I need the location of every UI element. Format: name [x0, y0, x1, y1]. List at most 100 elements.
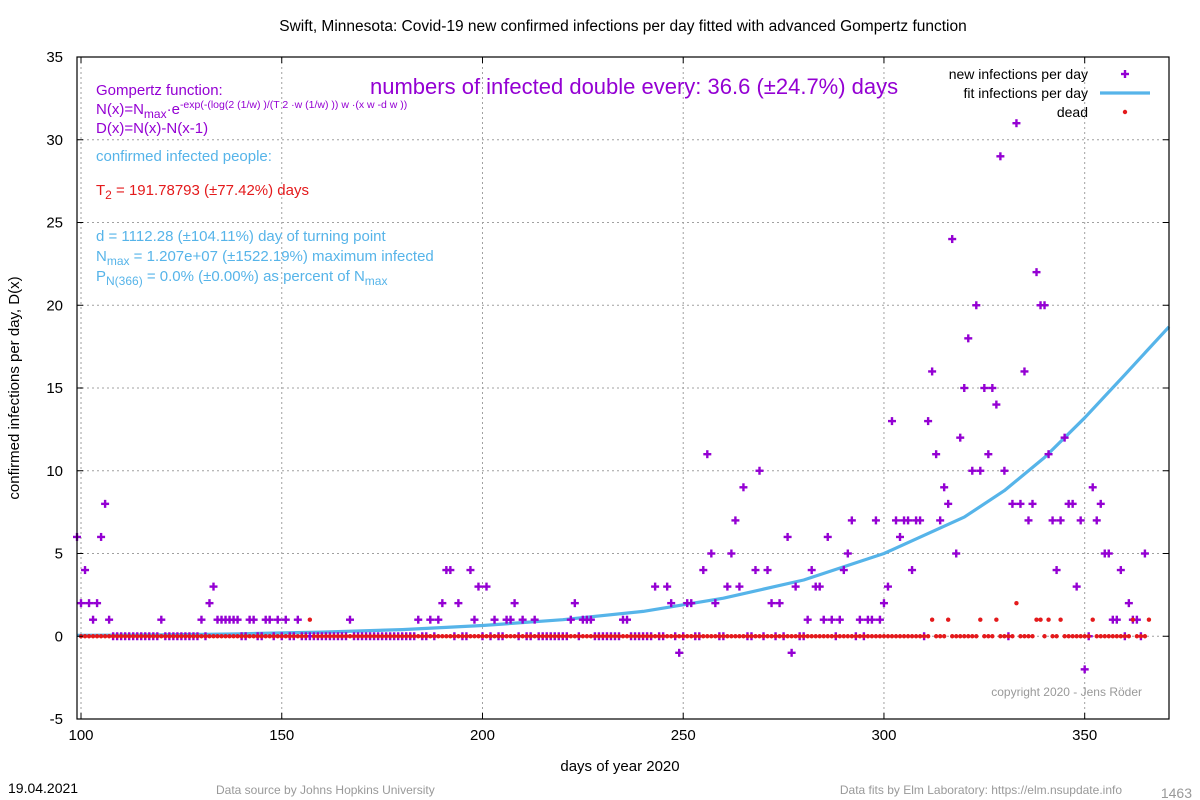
- y-tick-label: 10: [46, 463, 63, 480]
- infection-point: [839, 566, 848, 575]
- dead-point-zero: [986, 634, 991, 639]
- infection-point: [482, 582, 491, 591]
- infection-point: [883, 582, 892, 591]
- infection-point: [739, 483, 748, 492]
- infection-point: [1060, 433, 1069, 442]
- infection-point: [791, 582, 800, 591]
- infection-point: [879, 599, 888, 608]
- dead-point-zero: [1110, 634, 1115, 639]
- infection-point: [1096, 499, 1105, 508]
- infection-point: [960, 384, 969, 392]
- infection-point: [703, 450, 712, 459]
- infection-point: [723, 582, 732, 591]
- infection-point: [952, 549, 961, 558]
- dead-point-zero: [520, 634, 525, 639]
- dead-point-zero: [464, 634, 469, 639]
- dead-point-zero: [512, 634, 517, 639]
- dead-point-zero: [167, 634, 172, 639]
- dead-point-zero: [1086, 634, 1091, 639]
- infection-point: [843, 549, 852, 558]
- infection-point: [896, 532, 905, 541]
- infection-point: [1076, 516, 1085, 525]
- dead-point-zero: [568, 634, 574, 639]
- infection-point: [972, 301, 981, 310]
- dead-point-zero: [135, 634, 140, 639]
- dead-point-zero: [833, 634, 838, 639]
- dead-point-zero: [207, 634, 212, 639]
- dead-point: [1046, 617, 1051, 622]
- dead-point-zero: [399, 634, 405, 639]
- dead-point-zero: [1042, 634, 1047, 639]
- infection-point: [1048, 516, 1057, 525]
- dead-point-zero: [484, 634, 489, 639]
- infection-point: [1040, 301, 1049, 310]
- dead-point-zero: [171, 634, 176, 639]
- dead-point-zero: [432, 634, 437, 639]
- infection-point: [623, 615, 632, 624]
- dead-point-zero: [528, 634, 533, 639]
- dead-point: [929, 617, 935, 622]
- dead-point-zero: [954, 634, 959, 639]
- dead-point: [978, 617, 983, 622]
- dead-point-zero: [652, 634, 658, 639]
- t2-sub: 2: [105, 188, 112, 202]
- dead-point-zero: [303, 634, 309, 639]
- dead-point-zero: [343, 634, 349, 639]
- dead-point-zero: [937, 634, 943, 639]
- infection-point: [1000, 466, 1009, 475]
- dead-point-zero: [974, 634, 979, 639]
- y-tick-label: 25: [46, 215, 63, 232]
- infection-point: [470, 615, 479, 624]
- dead-point-zero: [375, 634, 381, 639]
- dead-point-zero: [291, 634, 296, 639]
- dead-point-zero: [347, 634, 353, 639]
- infection-point: [827, 615, 836, 624]
- infection-point: [293, 615, 302, 624]
- dead-point-zero: [616, 634, 622, 639]
- legend-swatches: [1100, 70, 1150, 115]
- dead-point-zero: [231, 634, 236, 639]
- dead-point-zero: [685, 634, 690, 639]
- infection-point: [1020, 367, 1029, 376]
- dead-point-zero: [765, 634, 770, 639]
- dead-point-zero: [560, 634, 565, 639]
- infection-point: [875, 615, 884, 624]
- nmax-sub: max: [107, 254, 130, 268]
- dead-point-zero: [339, 634, 345, 639]
- infection-point: [1140, 549, 1149, 558]
- dead-point-zero: [624, 634, 630, 639]
- dead-point-zero: [480, 634, 485, 639]
- dead-point-zero: [82, 634, 88, 639]
- dead-point: [994, 617, 999, 622]
- infection-point: [803, 615, 812, 624]
- infection-point: [510, 599, 519, 608]
- dead-point-zero: [1078, 634, 1083, 639]
- infection-point: [506, 615, 515, 624]
- dead-point-zero: [223, 634, 228, 639]
- infection-point: [81, 566, 90, 575]
- infection-point: [663, 582, 672, 591]
- dead-point-zero: [737, 634, 742, 639]
- dead-point-zero: [211, 634, 216, 639]
- dead-point-zero: [857, 634, 863, 639]
- infection-point: [727, 549, 736, 558]
- dead-point-zero: [853, 634, 859, 639]
- dead-point-zero: [970, 634, 975, 639]
- dead-point-zero: [540, 634, 545, 639]
- infection-point: [1088, 483, 1097, 492]
- dead-point-zero: [905, 634, 911, 639]
- infection-point: [454, 599, 463, 608]
- dead-point-zero: [998, 634, 1003, 639]
- dead-point-zero: [1126, 634, 1132, 639]
- dead-point-zero: [315, 634, 321, 639]
- infection-point: [474, 582, 483, 591]
- infection-point: [205, 599, 214, 608]
- dead-point-zero: [941, 634, 947, 639]
- dead-point-zero: [440, 634, 445, 639]
- dead-point-zero: [745, 634, 750, 639]
- formula-n-sub: max: [144, 107, 167, 121]
- infection-point: [105, 615, 114, 624]
- dead-point-zero: [1018, 634, 1023, 639]
- y-tick-label: 20: [46, 297, 63, 314]
- dead-point-zero: [881, 634, 887, 639]
